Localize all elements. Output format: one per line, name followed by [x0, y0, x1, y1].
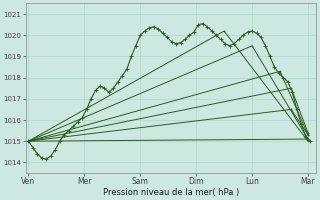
X-axis label: Pression niveau de la mer( hPa ): Pression niveau de la mer( hPa )	[103, 188, 239, 197]
